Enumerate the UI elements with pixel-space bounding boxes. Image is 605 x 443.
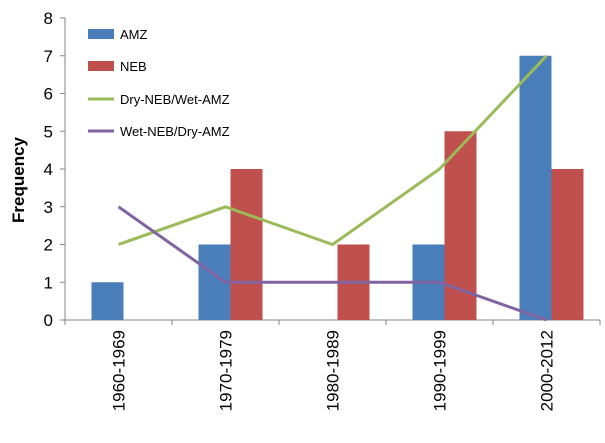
bar-amz xyxy=(519,55,552,320)
y-tick-label: 1 xyxy=(44,273,53,292)
y-axis-label: Frequency xyxy=(9,136,28,223)
legend-label: Dry-NEB/Wet-AMZ xyxy=(120,92,230,107)
legend-label: AMZ xyxy=(120,27,148,42)
x-tick-label: 2000-2012 xyxy=(538,330,557,411)
x-tick-label: 1960-1969 xyxy=(110,330,129,411)
legend-label: NEB xyxy=(120,59,147,74)
plot-area: 0 1 2 3 4 5 6 7 8 1960-1969 1970-1979 1980-1989 1990… xyxy=(44,9,601,411)
y-tick-label: 3 xyxy=(44,198,53,217)
bar-neb xyxy=(230,169,263,320)
line-series-1 xyxy=(117,205,547,322)
y-tick-label: 7 xyxy=(44,47,53,66)
y-tick-label: 8 xyxy=(44,9,53,28)
x-tick-label: 1980-1989 xyxy=(324,330,343,411)
y-tick-label: 0 xyxy=(44,311,53,330)
bar-neb xyxy=(551,169,584,320)
legend-label: Wet-NEB/Dry-AMZ xyxy=(120,124,230,139)
y-tick-label: 6 xyxy=(44,85,53,104)
y-tick-label: 2 xyxy=(44,236,53,255)
x-tick-label: 1970-1979 xyxy=(217,330,236,411)
bar-amz xyxy=(91,282,124,320)
line-series-0 xyxy=(118,54,548,246)
legend: AMZ NEB Dry-NEB/Wet-AMZ Wet-NEB/Dry-AMZ xyxy=(88,27,230,139)
x-tick-label: 1990-1999 xyxy=(431,330,450,411)
legend-swatch-amz xyxy=(88,29,114,39)
y-tick-label: 5 xyxy=(44,122,53,141)
legend-swatch-neb xyxy=(88,61,114,71)
y-tick-label: 4 xyxy=(44,160,53,179)
